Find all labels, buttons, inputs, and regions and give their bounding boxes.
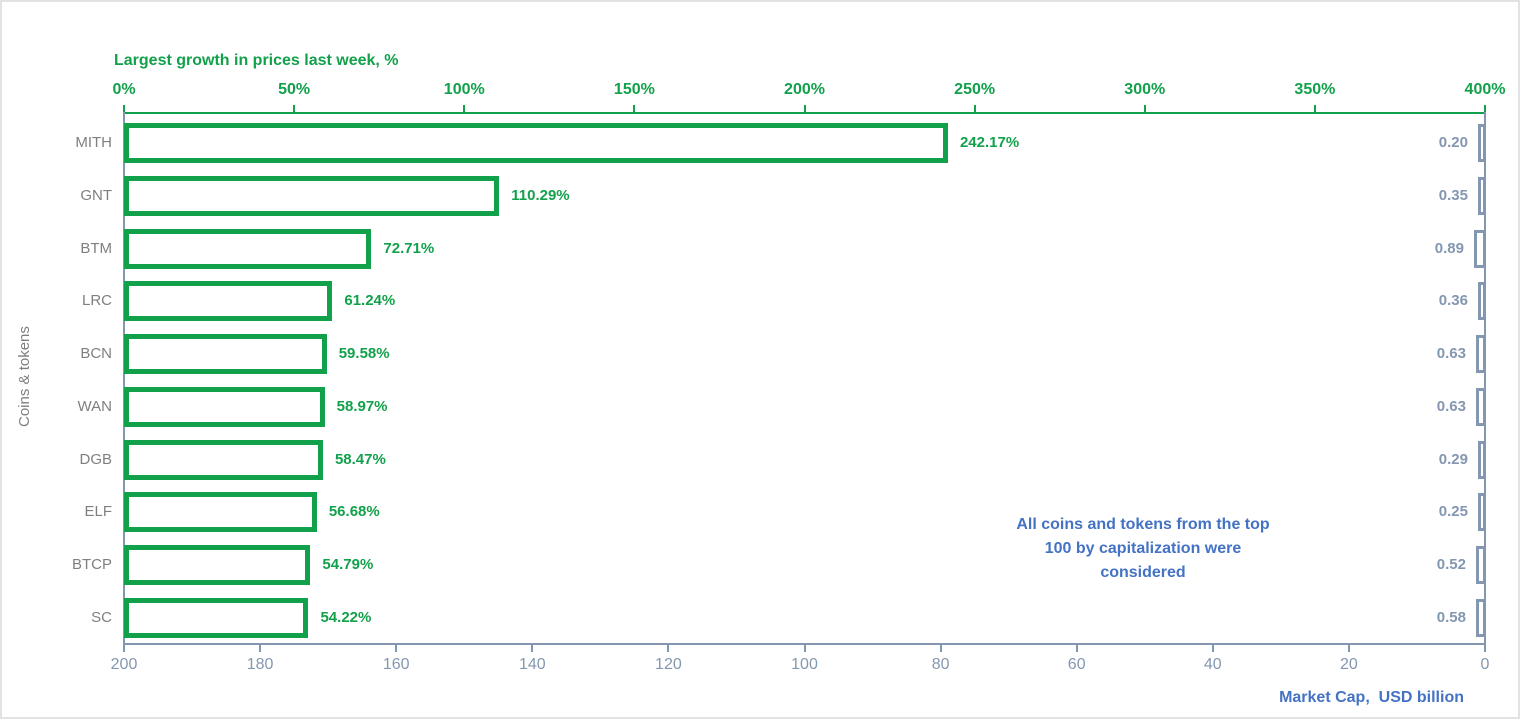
y-axis-title: Coins & tokens xyxy=(16,326,33,428)
marketcap-bar xyxy=(1474,229,1486,268)
chart-title: Largest growth in prices last week, % xyxy=(114,52,399,69)
marketcap-value-label: 0.25 xyxy=(1438,503,1468,521)
bottom-axis-tick xyxy=(667,645,670,652)
bottom-axis-tick xyxy=(939,645,942,652)
growth-value-label: 59.58% xyxy=(338,345,390,363)
growth-bar xyxy=(124,228,372,269)
top-axis-tick-label: 0% xyxy=(112,81,136,98)
bottom-axis-tick xyxy=(1211,645,1214,652)
top-axis-tick-label: 300% xyxy=(1124,81,1166,98)
marketcap-value-label: 0.63 xyxy=(1436,345,1466,363)
marketcap-bar xyxy=(1478,493,1486,532)
marketcap-bar xyxy=(1476,546,1486,585)
growth-value-label: 58.47% xyxy=(334,450,386,468)
marketcap-bar xyxy=(1476,335,1486,374)
bottom-axis-tick-label: 120 xyxy=(655,656,682,673)
growth-bar xyxy=(124,439,323,480)
marketcap-bar xyxy=(1478,124,1486,162)
top-axis-tick-label: 100% xyxy=(443,81,485,98)
bottom-axis-tick-label: 20 xyxy=(1339,656,1358,673)
left-axis-line xyxy=(123,112,125,645)
growth-bar xyxy=(124,123,948,163)
growth-value-label: 110.29% xyxy=(511,186,570,204)
top-axis-tick xyxy=(1484,105,1486,112)
marketcap-value-label: 0.58 xyxy=(1436,609,1466,627)
bottom-axis-tick xyxy=(803,645,806,652)
bottom-axis-tick-label: 0 xyxy=(1480,656,1490,673)
growth-value-label: 54.79% xyxy=(322,556,374,574)
bottom-axis-tick-label: 100 xyxy=(791,656,818,673)
growth-value-label: 58.97% xyxy=(336,397,388,415)
category-label: MITH xyxy=(75,134,112,151)
top-axis-tick-label: 350% xyxy=(1294,81,1336,98)
top-axis-tick-label: 150% xyxy=(613,81,655,98)
marketcap-value-label: 0.36 xyxy=(1438,292,1468,310)
growth-value-label: 54.22% xyxy=(320,609,372,627)
top-axis-tick xyxy=(633,105,636,112)
marketcap-value-label: 0.52 xyxy=(1436,556,1466,574)
marketcap-bar xyxy=(1478,282,1486,321)
bottom-axis-tick xyxy=(1484,645,1486,652)
top-axis-tick-label: 250% xyxy=(954,81,996,98)
top-axis-tick xyxy=(1313,105,1316,112)
bottom-axis-tick xyxy=(123,645,125,652)
marketcap-value-label: 0.29 xyxy=(1438,450,1468,468)
bottom-axis-tick xyxy=(395,645,398,652)
category-label: LRC xyxy=(81,292,112,310)
growth-bar xyxy=(124,334,327,375)
growth-bar xyxy=(124,281,333,322)
bottom-axis-tick-label: 140 xyxy=(518,656,546,673)
top-axis-tick xyxy=(463,105,466,112)
category-label: GNT xyxy=(80,186,112,204)
growth-value-label: 72.71% xyxy=(383,239,435,257)
marketcap-bar xyxy=(1478,440,1486,479)
marketcap-value-label: 0.35 xyxy=(1438,186,1468,204)
category-label: WAN xyxy=(77,397,112,415)
top-axis-tick xyxy=(1143,105,1146,112)
category-label: SC xyxy=(91,609,112,627)
top-axis-tick xyxy=(973,105,976,112)
top-axis-tick-label: 400% xyxy=(1464,81,1506,98)
top-axis-tick-label: 50% xyxy=(278,81,311,98)
bottom-axis-tick xyxy=(1347,645,1350,652)
growth-bar xyxy=(124,598,309,639)
bottom-axis-line xyxy=(123,643,1486,645)
marketcap-value-label: 0.20 xyxy=(1438,134,1468,151)
annotation-text: All coins and tokens from the top 100 by… xyxy=(1016,516,1270,581)
marketcap-value-label: 0.63 xyxy=(1436,397,1466,415)
category-label: BCN xyxy=(80,345,112,363)
marketcap-bar xyxy=(1478,176,1486,215)
growth-bar xyxy=(124,175,500,216)
category-label: DGB xyxy=(79,450,112,468)
bottom-axis-tick-label: 60 xyxy=(1067,656,1086,673)
bottom-axis-tick-label: 40 xyxy=(1203,656,1222,673)
bottom-axis-tick-label: 200 xyxy=(110,656,138,673)
bottom-axis-tick xyxy=(1075,645,1078,652)
right-axis-line xyxy=(1484,112,1486,645)
bottom-axis-tick xyxy=(531,645,534,652)
top-axis-tick xyxy=(803,105,806,112)
marketcap-value-label: 0.89 xyxy=(1434,239,1464,257)
bottom-axis-tick-label: 80 xyxy=(931,656,950,673)
growth-value-label: 242.17% xyxy=(959,134,1020,151)
category-label: BTM xyxy=(80,239,112,257)
bottom-axis-tick-label: 180 xyxy=(246,656,274,673)
growth-bar xyxy=(124,386,325,427)
marketcap-bar xyxy=(1476,599,1486,638)
top-axis-tick xyxy=(123,105,125,112)
bottom-axis-title: Market Cap, USD billion xyxy=(1279,689,1464,706)
top-axis-tick-label: 200% xyxy=(784,81,825,98)
category-label: ELF xyxy=(84,503,112,521)
growth-value-label: 61.24% xyxy=(344,292,396,310)
growth-bar xyxy=(124,492,317,533)
category-label: BTCP xyxy=(71,556,112,574)
growth-bar xyxy=(124,545,311,586)
marketcap-bar xyxy=(1476,387,1486,426)
growth-value-label: 56.68% xyxy=(328,503,380,521)
bottom-axis-tick-label: 160 xyxy=(382,656,410,673)
bottom-axis-tick xyxy=(259,645,262,652)
top-axis-tick xyxy=(293,105,296,112)
top-axis-line xyxy=(123,112,1486,114)
